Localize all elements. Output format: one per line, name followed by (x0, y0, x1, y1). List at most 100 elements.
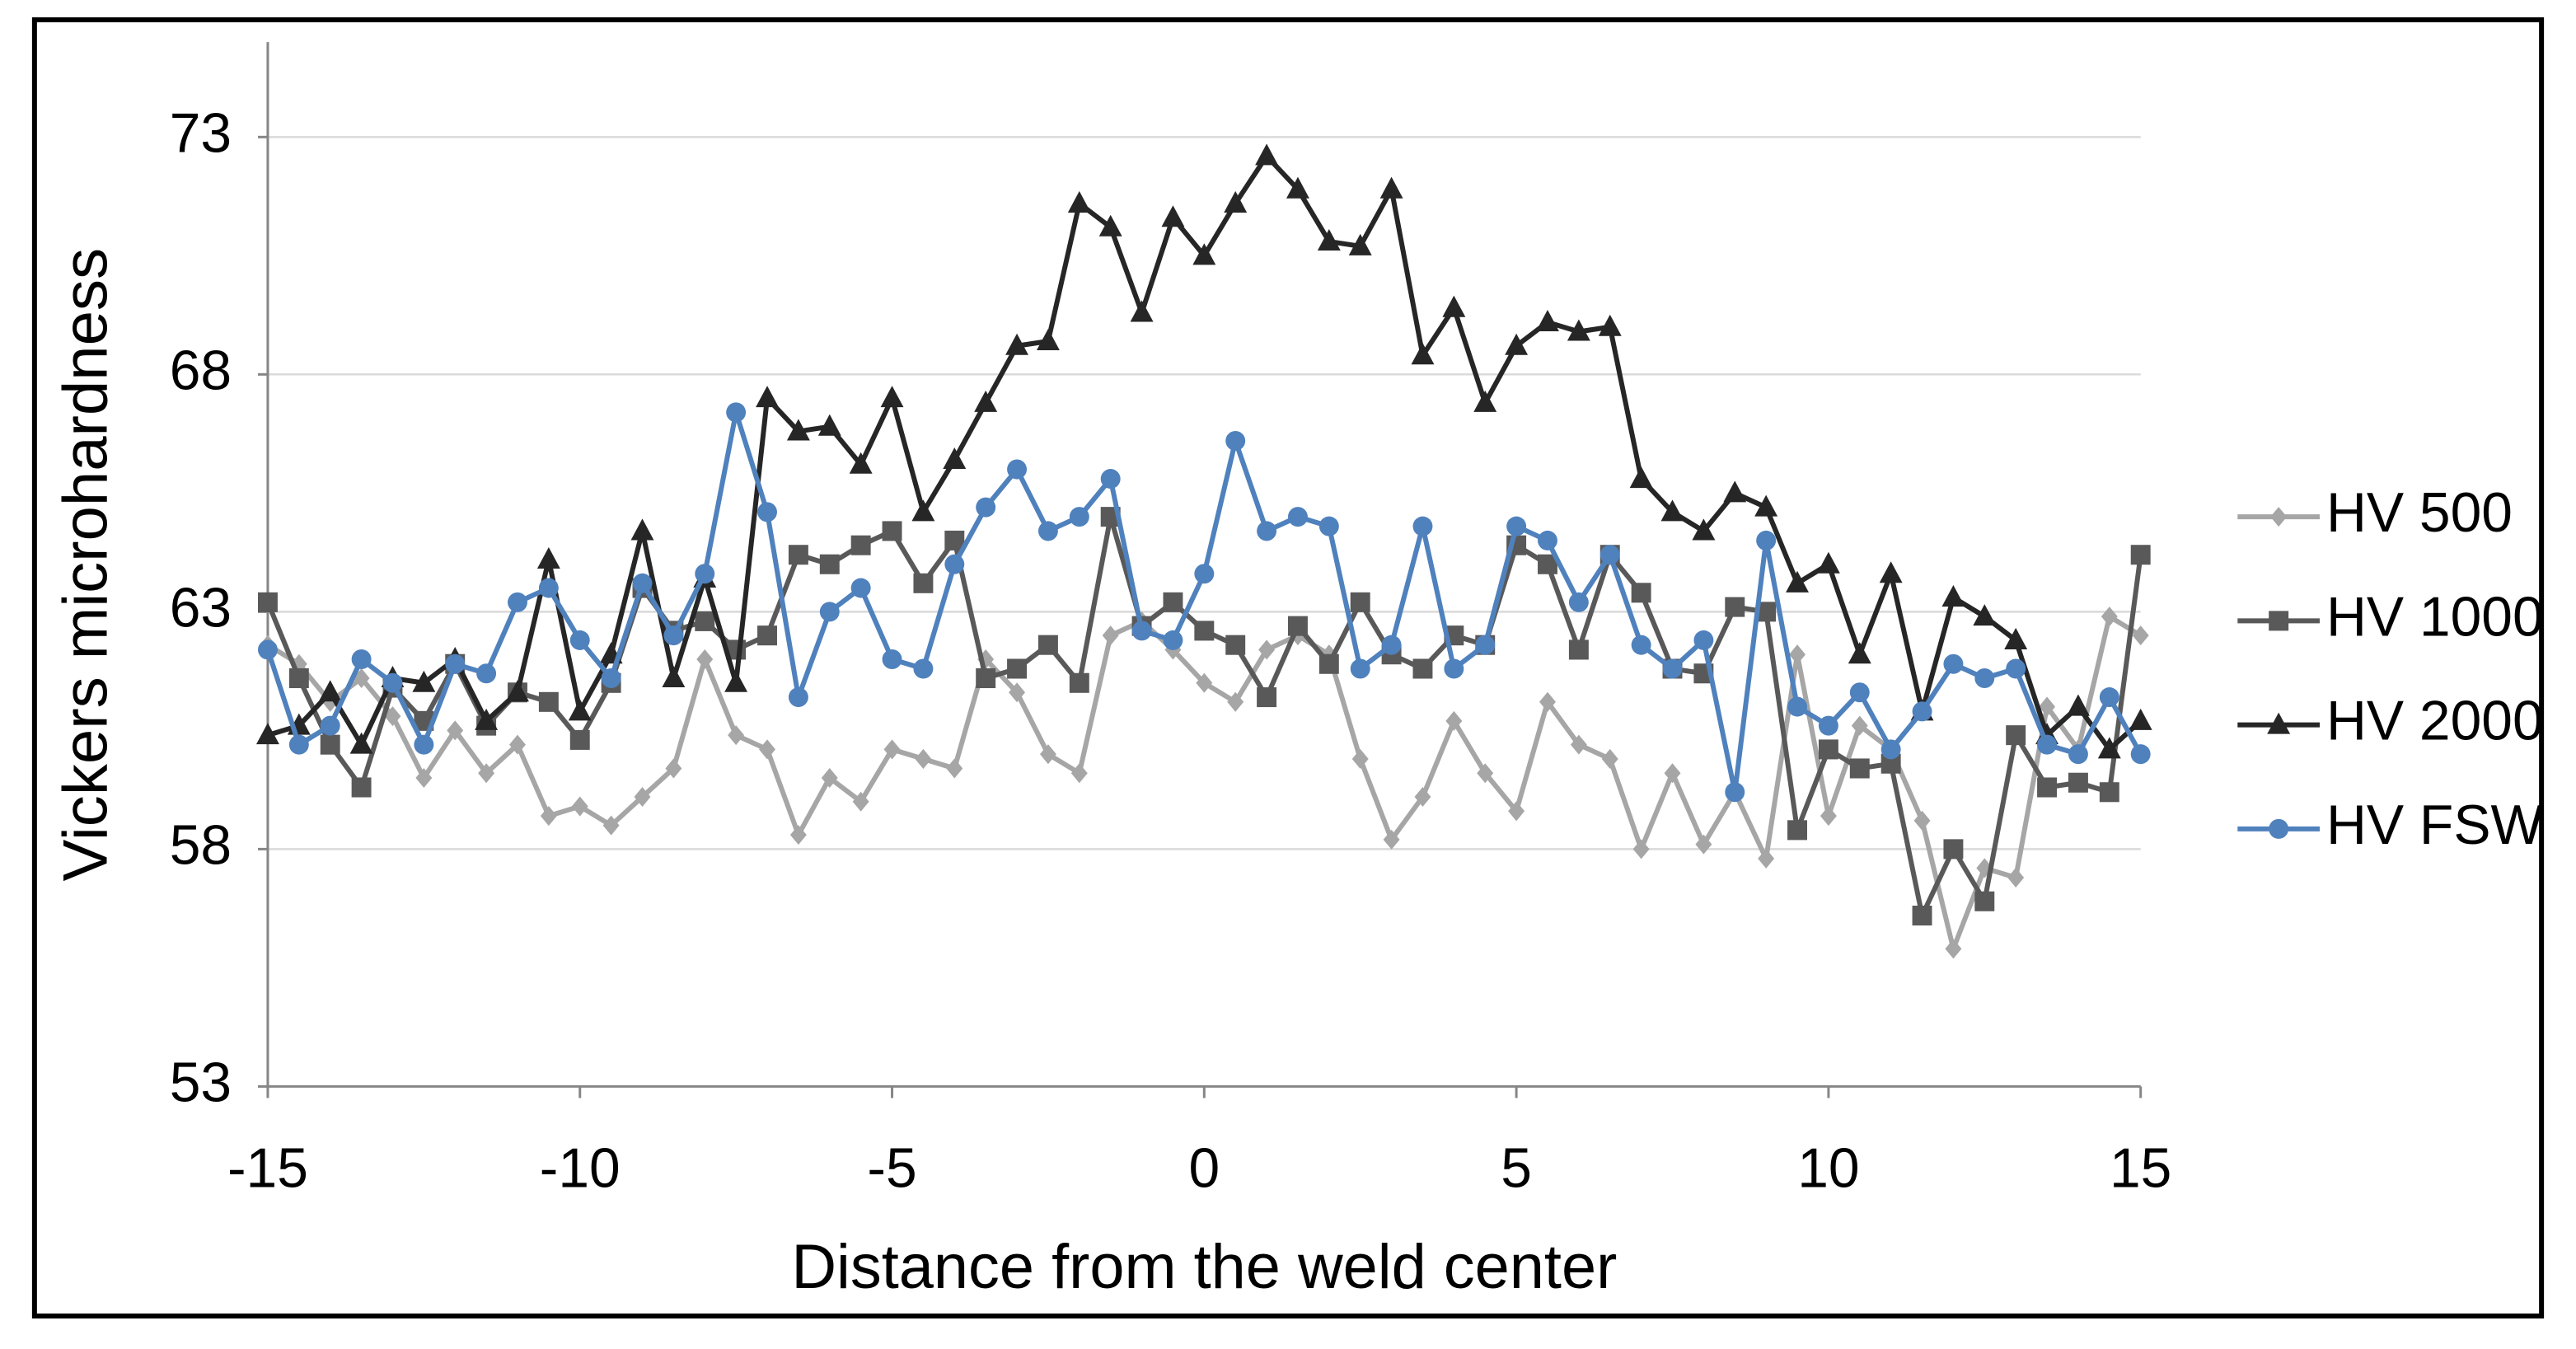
data-point (726, 402, 747, 423)
data-point (757, 502, 777, 522)
data-point (943, 447, 967, 470)
y-tick-label: 58 (170, 813, 232, 876)
data-point (475, 708, 499, 730)
data-point (288, 667, 309, 689)
data-point (1163, 592, 1183, 612)
data-point (882, 649, 902, 669)
data-point (1445, 710, 1463, 731)
data-point (944, 554, 965, 574)
data-point (1383, 829, 1400, 850)
data-point (880, 386, 904, 408)
data-point (1257, 687, 1277, 708)
x-tick-label: 15 (2110, 1136, 2171, 1199)
data-point (1288, 507, 1308, 527)
data-point (1069, 672, 1089, 693)
x-tick-label: -15 (227, 1136, 308, 1199)
data-point (944, 530, 965, 550)
data-point (1412, 658, 1433, 679)
y-axis-label: Vickers microhardness (51, 248, 121, 882)
data-point (1786, 570, 1809, 593)
data-point (1880, 753, 1901, 774)
data-point (349, 732, 373, 754)
data-point (1100, 469, 1121, 489)
data-point (1787, 696, 1807, 717)
data-point (1224, 190, 1248, 213)
data-point (538, 578, 559, 598)
data-point (1069, 507, 1089, 527)
data-point (318, 680, 342, 702)
data-point (1007, 658, 1028, 679)
data-point (1754, 494, 1778, 517)
data-point (1568, 592, 1589, 612)
data-point (1350, 592, 1370, 612)
data-point (759, 739, 775, 760)
data-point (1411, 343, 1435, 365)
data-point (1130, 300, 1154, 322)
y-tick-label: 73 (170, 101, 232, 164)
data-point (1351, 748, 1369, 769)
data-point (569, 729, 590, 750)
data-point (850, 578, 871, 598)
data-point (1475, 635, 1496, 655)
data-point (1381, 635, 1402, 655)
data-point (663, 625, 684, 646)
data-point (568, 699, 592, 721)
data-point (883, 739, 901, 760)
data-point (974, 390, 998, 412)
data-point (1288, 616, 1308, 636)
data-point (1194, 621, 1215, 641)
data-point (1943, 839, 1964, 860)
data-point (695, 611, 715, 631)
data-point (1816, 551, 1840, 574)
data-point (2068, 744, 2088, 765)
data-point (1067, 190, 1091, 213)
data-point (634, 787, 651, 808)
data-point (1258, 639, 1276, 660)
data-point (913, 658, 934, 679)
data-point (976, 497, 996, 518)
data-point (915, 748, 932, 769)
data-point (2099, 782, 2119, 803)
data-point (1036, 328, 1060, 351)
data-point (1037, 635, 1058, 655)
data-point (2068, 772, 2088, 793)
data-point (1412, 516, 1433, 536)
data-point (1255, 143, 1279, 166)
legend-label: HV 2000 (2326, 689, 2544, 752)
data-point (506, 680, 529, 702)
data-point (320, 734, 340, 755)
data-point (1631, 635, 1651, 655)
x-tick-label: 10 (1797, 1136, 1859, 1199)
data-point (320, 715, 340, 736)
data-point (2066, 694, 2090, 716)
data-point (1913, 810, 1931, 831)
data-point (2004, 627, 2028, 649)
data-point (1631, 583, 1651, 603)
data-point (662, 665, 686, 688)
y-tick-label: 63 (170, 576, 232, 639)
x-tick-label: -10 (540, 1136, 621, 1199)
data-point (1818, 739, 1838, 760)
data-point (257, 639, 278, 660)
data-point (1723, 480, 1747, 503)
data-point (414, 734, 434, 755)
data-point (1007, 459, 1028, 480)
data-point (1818, 715, 1838, 736)
data-point (913, 573, 934, 593)
data-point (821, 767, 838, 789)
data-point (256, 723, 279, 745)
legend-label: HV FSW (2326, 794, 2544, 856)
data-point (2099, 687, 2119, 708)
legend-marker (2269, 818, 2289, 839)
data-point (1318, 653, 1339, 674)
data-point (1756, 602, 1777, 622)
data-point (1379, 176, 1403, 199)
data-point (412, 670, 436, 692)
data-point (538, 691, 559, 712)
data-point (1880, 739, 1901, 760)
data-point (1849, 682, 1870, 703)
data-point (819, 602, 840, 622)
data-point (2129, 708, 2152, 730)
